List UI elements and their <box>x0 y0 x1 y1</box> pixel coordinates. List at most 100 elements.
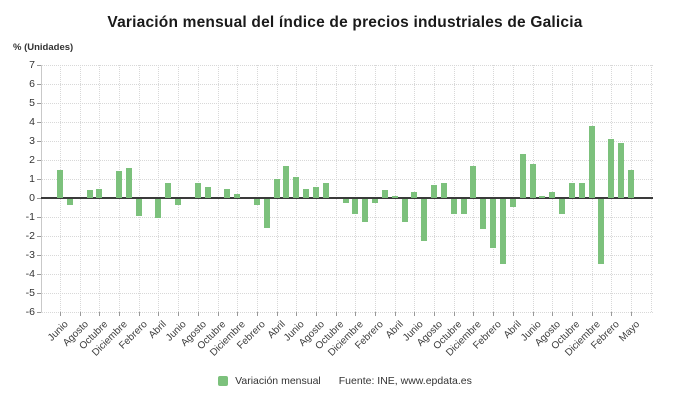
bar-variacion-mensual[interactable] <box>322 182 329 198</box>
bar-variacion-mensual[interactable] <box>450 199 457 215</box>
v-gridline <box>256 65 258 312</box>
bar-variacion-mensual[interactable] <box>588 125 595 198</box>
h-gridline <box>41 217 653 218</box>
bar-variacion-mensual[interactable] <box>578 182 585 198</box>
bar-variacion-mensual[interactable] <box>559 199 566 215</box>
bar-variacion-mensual[interactable] <box>500 199 507 264</box>
bar-variacion-mensual[interactable] <box>460 199 467 215</box>
y-axis-tick-label: 6 <box>29 77 35 90</box>
y-axis-tick-label: -5 <box>25 286 35 299</box>
y-axis-tick-label: -1 <box>25 210 35 223</box>
bar-variacion-mensual[interactable] <box>509 199 516 207</box>
y-axis-tick <box>37 274 41 275</box>
bar-variacion-mensual[interactable] <box>125 167 132 198</box>
h-gridline <box>41 179 653 180</box>
v-gridline <box>237 65 239 312</box>
v-gridline <box>355 65 357 312</box>
bar-variacion-mensual[interactable] <box>549 192 556 198</box>
x-axis-tick <box>453 312 455 316</box>
bar-variacion-mensual[interactable] <box>86 190 93 198</box>
bar-variacion-mensual[interactable] <box>57 169 63 198</box>
x-axis-tick <box>315 312 317 316</box>
bar-variacion-mensual[interactable] <box>194 182 201 198</box>
y-axis-tick-label: 5 <box>29 96 35 109</box>
v-gridline <box>493 65 495 312</box>
bar-variacion-mensual[interactable] <box>352 199 359 215</box>
bar-variacion-mensual[interactable] <box>480 199 487 230</box>
bar-variacion-mensual[interactable] <box>411 192 418 198</box>
y-axis-line <box>41 65 42 312</box>
bar-variacion-mensual[interactable] <box>312 186 319 198</box>
bar-variacion-mensual[interactable] <box>470 165 477 198</box>
h-gridline <box>41 293 653 294</box>
bar-variacion-mensual[interactable] <box>224 188 231 198</box>
h-gridline <box>41 65 653 66</box>
bar-variacion-mensual[interactable] <box>519 154 526 198</box>
y-axis-tick <box>37 236 41 237</box>
y-axis-tick <box>37 198 41 199</box>
h-gridline <box>41 312 653 313</box>
x-axis-tick <box>256 312 258 316</box>
bar-variacion-mensual[interactable] <box>568 182 575 198</box>
bar-variacion-mensual[interactable] <box>253 199 260 205</box>
bar-variacion-mensual[interactable] <box>155 199 162 218</box>
v-gridline <box>138 65 140 312</box>
legend-item-variacion-mensual[interactable]: Variación mensual <box>218 375 321 387</box>
bar-variacion-mensual[interactable] <box>283 165 290 198</box>
bar-variacion-mensual[interactable] <box>440 182 447 198</box>
x-axis-tick <box>178 312 180 316</box>
bar-variacion-mensual[interactable] <box>381 190 388 198</box>
zero-line <box>41 197 653 199</box>
bar-variacion-mensual[interactable] <box>490 199 497 249</box>
x-axis-tick <box>335 312 337 316</box>
bar-variacion-mensual[interactable] <box>362 199 369 222</box>
bar-variacion-mensual[interactable] <box>608 139 615 198</box>
bar-variacion-mensual[interactable] <box>391 196 398 198</box>
bar-variacion-mensual[interactable] <box>273 179 280 198</box>
h-gridline <box>41 236 653 237</box>
bar-variacion-mensual[interactable] <box>293 177 300 198</box>
x-axis-tick <box>217 312 219 316</box>
bar-variacion-mensual[interactable] <box>175 199 182 205</box>
bar-variacion-mensual[interactable] <box>234 194 241 198</box>
x-axis-tick <box>611 312 613 316</box>
v-gridline <box>512 65 514 312</box>
x-axis-tick <box>119 312 121 316</box>
bar-variacion-mensual[interactable] <box>618 142 625 198</box>
x-axis-tick <box>434 312 436 316</box>
bar-variacion-mensual[interactable] <box>372 199 379 203</box>
bar-variacion-mensual[interactable] <box>303 188 310 198</box>
x-axis-tick <box>355 312 357 316</box>
bar-variacion-mensual[interactable] <box>96 188 103 198</box>
y-axis-tick <box>37 65 41 66</box>
x-axis-month-label: Mayo <box>616 319 642 345</box>
bar-variacion-mensual[interactable] <box>421 199 428 241</box>
bar-variacion-mensual[interactable] <box>529 163 536 198</box>
x-axis-tick <box>414 312 416 316</box>
bar-variacion-mensual[interactable] <box>263 199 270 228</box>
y-axis-tick-label: 7 <box>29 58 35 71</box>
legend-swatch-icon <box>218 376 229 386</box>
v-gridline <box>79 65 81 312</box>
legend-label: Variación mensual <box>235 375 321 387</box>
chart-title: Variación mensual del índice de precios … <box>107 14 583 31</box>
bar-variacion-mensual[interactable] <box>204 186 211 198</box>
y-axis-tick-label: 2 <box>29 153 35 166</box>
y-axis-caption: % (Unidades) <box>13 42 74 53</box>
bar-variacion-mensual[interactable] <box>66 199 73 205</box>
v-gridline <box>217 65 219 312</box>
bar-variacion-mensual[interactable] <box>401 199 408 222</box>
bar-variacion-mensual[interactable] <box>598 199 605 264</box>
bar-variacion-mensual[interactable] <box>165 182 172 198</box>
bar-variacion-mensual[interactable] <box>539 196 546 198</box>
bar-variacion-mensual[interactable] <box>135 199 142 217</box>
bar-variacion-mensual[interactable] <box>116 171 123 198</box>
h-gridline <box>41 122 653 123</box>
y-axis-tick <box>37 103 41 104</box>
source-attribution: Fuente: INE, www.epdata.es <box>338 375 472 387</box>
bar-variacion-mensual[interactable] <box>342 199 349 203</box>
bar-variacion-mensual[interactable] <box>628 169 634 198</box>
bar-variacion-mensual[interactable] <box>431 184 438 198</box>
x-axis-tick <box>512 312 514 316</box>
